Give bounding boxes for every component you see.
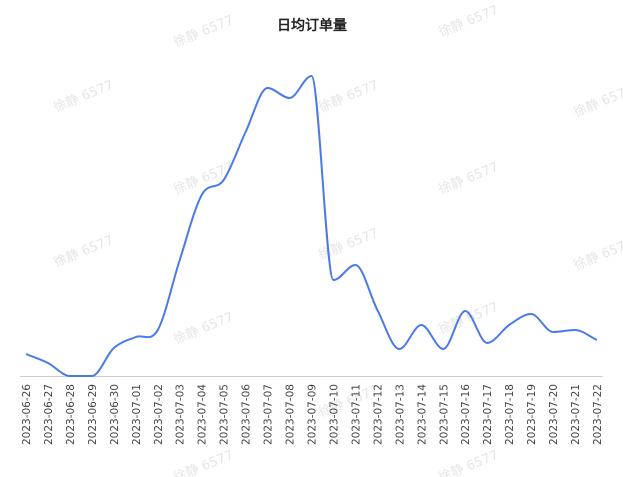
x-tick-label: 2023-06-26 <box>21 384 33 445</box>
watermark: 徐静 6577 <box>172 448 236 477</box>
x-tick-label: 2023-07-18 <box>504 384 516 445</box>
x-tick-label: 2023-07-13 <box>394 384 406 445</box>
watermark: 徐静 6577 <box>572 236 623 274</box>
watermark: 徐静 6577 <box>437 300 501 338</box>
watermark: 徐静 6577 <box>172 13 236 51</box>
x-tick-label: 2023-07-16 <box>460 384 472 445</box>
line <box>25 74 598 377</box>
x-tick-label: 2023-07-12 <box>372 384 384 445</box>
watermark: 徐静 6577 <box>317 78 381 116</box>
x-tick-label: 2023-07-02 <box>153 384 165 445</box>
x-tick-label: 2023-07-15 <box>438 384 450 445</box>
watermark: 徐静 6577 <box>52 78 116 116</box>
x-tick-label: 2023-06-28 <box>65 384 77 445</box>
x-tick-label: 2023-06-27 <box>43 384 55 445</box>
x-tick-label: 2023-07-11 <box>350 384 362 445</box>
x-tick-label: 2023-07-22 <box>592 384 604 445</box>
x-tick-label: 2023-07-10 <box>328 384 340 445</box>
watermark: 徐静 6577 <box>437 160 501 198</box>
x-tick-label: 2023-07-07 <box>263 384 275 445</box>
x-tick-label: 2023-07-20 <box>548 384 560 445</box>
watermark: 徐静 6577 <box>317 383 381 421</box>
chart-title: 日均订单量 <box>277 17 347 34</box>
watermark: 徐静 6577 <box>437 448 501 477</box>
x-tick-label: 2023-07-14 <box>416 384 428 445</box>
watermark: 徐静 6577 <box>437 3 501 41</box>
x-tick-label: 2023-07-03 <box>175 384 187 445</box>
watermark: 徐静 6577 <box>172 310 236 348</box>
x-tick-label: 2023-06-29 <box>87 384 99 445</box>
x-tick-label: 2023-07-21 <box>570 384 582 445</box>
x-tick-label: 2023-07-05 <box>219 384 231 445</box>
watermark: 徐静 6577 <box>52 233 116 271</box>
x-tick-label: 2023-07-04 <box>197 384 209 445</box>
x-tick-label: 2023-07-08 <box>285 384 297 445</box>
x-tick-label: 2023-07-09 <box>307 384 319 445</box>
x-tick-label: 2023-07-19 <box>526 384 538 445</box>
watermark: 徐静 6577 <box>572 83 623 121</box>
x-tick-label: 2023-07-17 <box>482 384 494 445</box>
x-tick-label: 2023-06-30 <box>109 384 121 445</box>
x-tick-label: 2023-07-01 <box>131 384 143 445</box>
x-tick-label: 2023-07-06 <box>241 384 253 445</box>
